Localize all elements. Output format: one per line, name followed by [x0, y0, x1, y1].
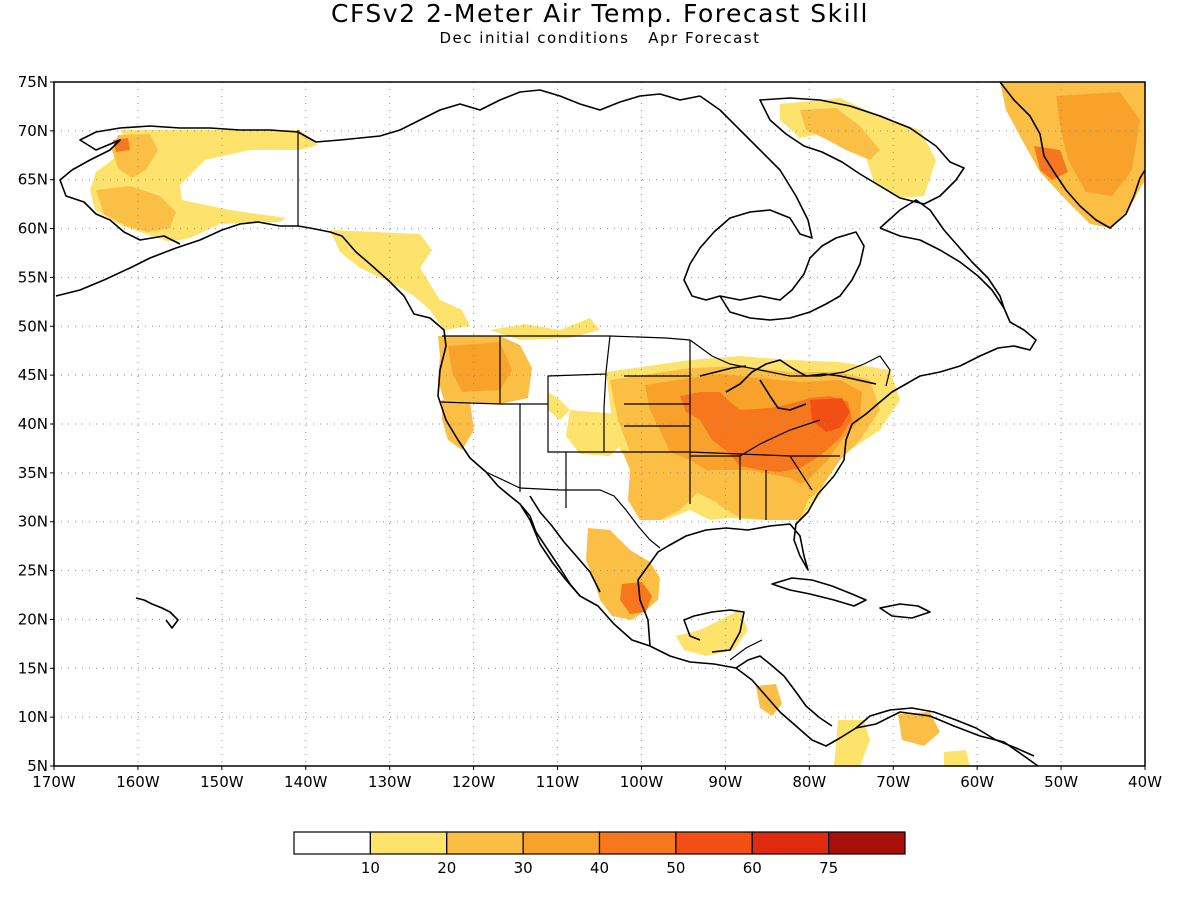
lat-tick-label: 25N	[18, 562, 48, 580]
coastline-alaska-northwest	[55, 221, 1039, 766]
coastline-hudson-bay	[719, 231, 865, 321]
skill-region-colorado	[566, 410, 626, 456]
lon-tick-label: 60W	[960, 773, 994, 791]
colorbar-label: 30	[514, 859, 533, 877]
skill-region-baffin-core	[800, 108, 880, 160]
lon-tick-label: 40W	[1128, 773, 1162, 791]
lat-tick-label: 15N	[18, 659, 48, 677]
skill-region-canada-prairie	[490, 318, 600, 340]
boundary-mexico-central	[729, 639, 763, 661]
colorbar-swatch	[828, 831, 906, 855]
lon-tick-label: 160W	[116, 773, 160, 791]
lon-tick-label: 90W	[708, 773, 742, 791]
colorbar-swatch	[751, 831, 830, 855]
boundary-us-mexico	[485, 471, 661, 549]
skill-region-bc-coast	[330, 230, 470, 330]
skill-region-greenland-southwest	[1034, 146, 1068, 180]
skill-region-mexico-core	[620, 582, 652, 614]
coastline-gulf-of-mexico	[637, 227, 1037, 647]
skill-region-alaska-southwest	[96, 186, 176, 232]
skill-region-mid-atlantic-core	[810, 398, 850, 432]
lat-tick-label: 60N	[18, 220, 48, 238]
skill-region-greenland-core	[1056, 92, 1140, 196]
subtitle-initial-conditions: Dec initial conditions	[439, 29, 630, 47]
lon-tick-label: 150W	[200, 773, 244, 791]
colorbar-swatch	[598, 831, 677, 855]
lon-tick-label: 50W	[1044, 773, 1078, 791]
map-title: CFSv2 2-Meter Air Temp. Forecast Skill	[331, 0, 869, 28]
coastline-baffin-island	[759, 97, 965, 205]
coastline-alaska-arctic	[71, 89, 701, 171]
lat-tick-label: 55N	[18, 268, 48, 286]
colorbar-swatch	[522, 831, 601, 855]
longitude-axis: 170W 160W 150W 140W 130W 120W 110W 100W 90W 80W 70…	[32, 766, 1162, 791]
skill-region-northwest-core	[448, 342, 512, 392]
lon-tick-label: 130W	[368, 773, 412, 791]
colorbar: 10 20 30 40 50 60 75	[293, 831, 906, 877]
colorbar-label: 75	[819, 859, 838, 877]
colorbar-label: 60	[743, 859, 762, 877]
colorbar-swatch	[293, 831, 371, 855]
coastline-hudson-west	[683, 95, 813, 301]
coastline-great-lakes	[699, 359, 877, 411]
political-boundaries	[297, 130, 891, 661]
lat-tick-label: 35N	[18, 464, 48, 482]
lon-tick-label: 110W	[536, 773, 580, 791]
coastlines	[55, 82, 1145, 766]
coastline-greenland	[999, 82, 1145, 229]
coastline-central-america	[735, 655, 833, 727]
coastline-alaska-west	[59, 169, 181, 245]
subtitle-forecast-month: Apr Forecast	[648, 29, 761, 47]
lat-tick-label: 65N	[18, 171, 48, 189]
lon-tick-label: 170W	[32, 773, 76, 791]
colorbar-label: 10	[361, 859, 380, 877]
skill-region-south-america-north	[898, 712, 940, 746]
colorbar-swatch	[369, 831, 448, 855]
lat-tick-label: 40N	[18, 415, 48, 433]
coastline-baja-gulf	[519, 495, 601, 597]
lat-tick-label: 45N	[18, 366, 48, 384]
coastline-hawaii	[135, 597, 179, 629]
colorbar-swatch	[446, 831, 524, 855]
lat-tick-label: 30N	[18, 513, 48, 531]
map-subtitle: Dec initial conditions Apr Forecast	[0, 29, 1200, 47]
lat-tick-label: 20N	[18, 610, 48, 628]
skill-region-yucatan	[676, 610, 748, 656]
skill-region-south-america-west	[834, 720, 870, 766]
coastline-yucatan	[683, 609, 745, 653]
skill-region-great-basin	[548, 392, 570, 420]
lon-tick-label: 80W	[792, 773, 826, 791]
coastline-cuba	[771, 577, 867, 607]
skill-region-southeast	[706, 470, 812, 520]
lat-tick-label: 50N	[18, 317, 48, 335]
latitude-axis: 5N 10N 15N 20N 25N 30N 35N 40N 45N 50N 55N 60N 65N 70…	[18, 73, 54, 775]
skill-shading	[90, 82, 1145, 766]
lat-tick-label: 70N	[18, 122, 48, 140]
coastline-south-america-north	[855, 707, 1035, 757]
boundary-state-lines	[439, 335, 840, 520]
lat-tick-label: 5N	[27, 757, 48, 775]
boundary-us-canada	[442, 335, 891, 387]
lon-tick-label: 100W	[620, 773, 664, 791]
lon-tick-label: 120W	[452, 773, 496, 791]
colorbar-label: 40	[590, 859, 609, 877]
coastline-labrador	[879, 199, 1005, 309]
coastline-hispaniola	[879, 603, 931, 619]
lon-tick-label: 140W	[284, 773, 328, 791]
colorbar-label: 20	[437, 859, 456, 877]
lat-tick-label: 75N	[18, 73, 48, 91]
skill-region-venezuela	[944, 750, 970, 766]
lat-tick-label: 10N	[18, 708, 48, 726]
colorbar-swatch	[675, 831, 753, 855]
skill-region-california	[442, 400, 474, 450]
lon-tick-label: 70W	[876, 773, 910, 791]
colorbar-label: 50	[666, 859, 685, 877]
